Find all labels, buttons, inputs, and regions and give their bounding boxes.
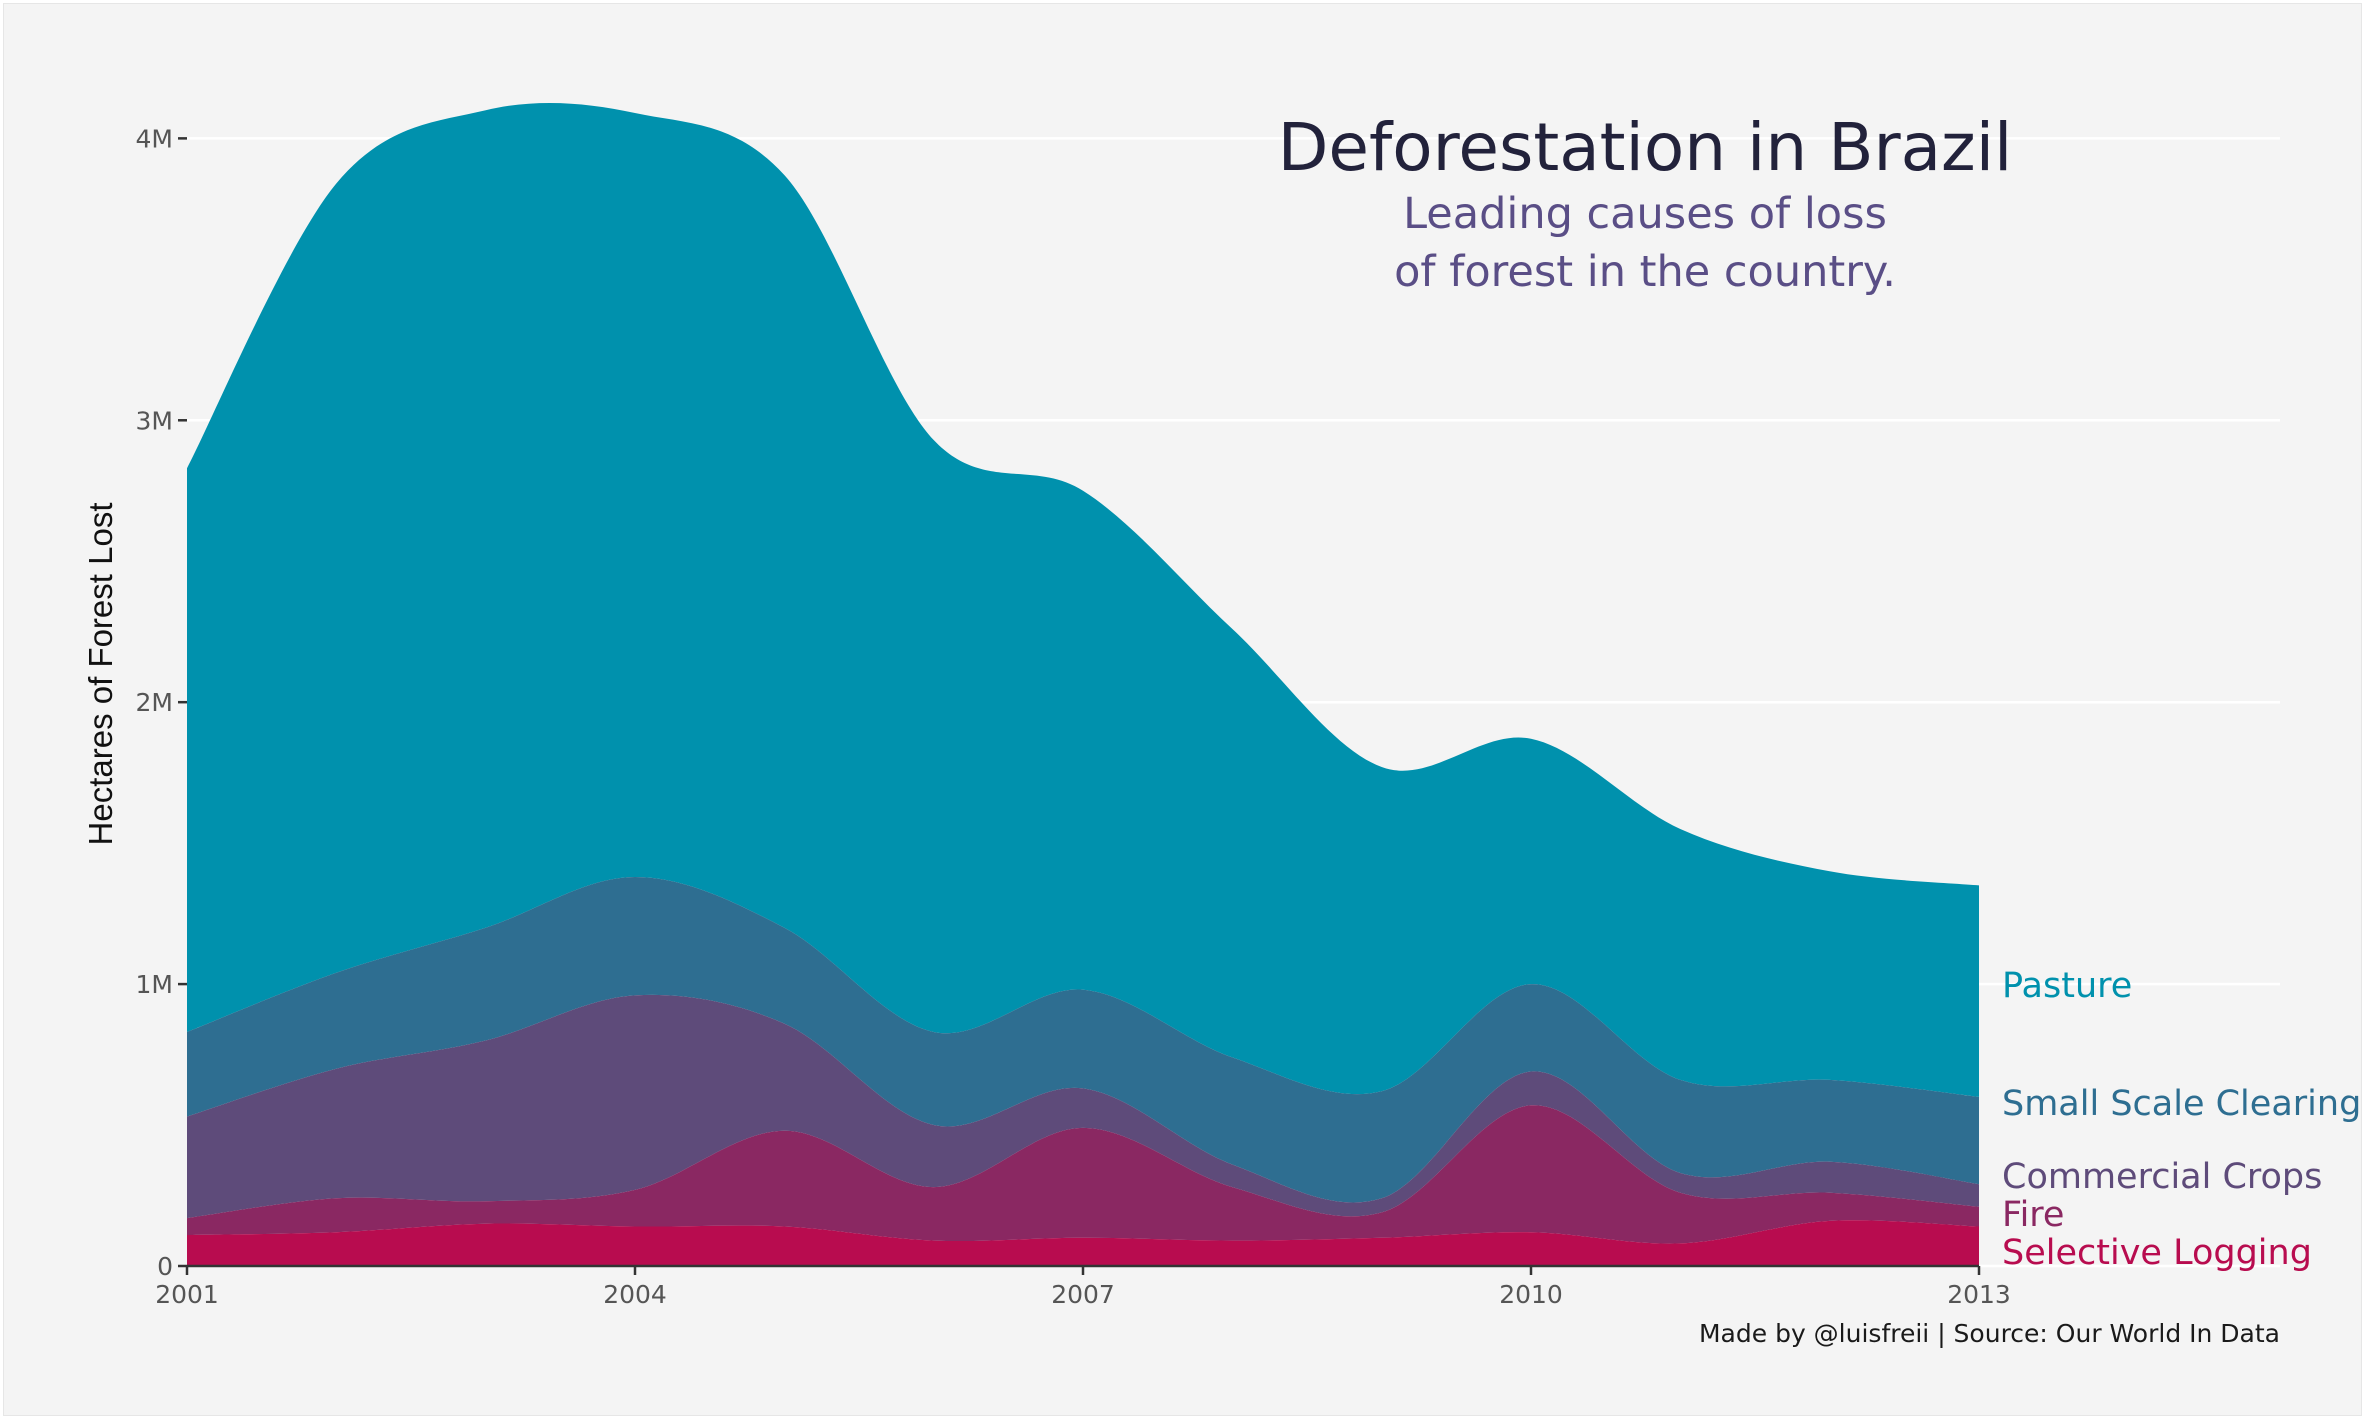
x-tick-label: 2007 <box>1051 1280 1115 1309</box>
stacked-area-chart: 0 1M 2M 3M 4M 2001 2004 2007 2010 2013 Hectares o… <box>82 102 2361 1348</box>
x-tick-label: 2001 <box>155 1280 219 1309</box>
chart-subtitle-line-1: Leading causes of loss <box>1403 189 1887 239</box>
area-commercial-crops <box>187 994 1979 1219</box>
series-label-small-scale-clearing: Small Scale Clearing <box>2002 1084 2361 1124</box>
axes: 0 1M 2M 3M 4M 2001 2004 2007 2010 2013 <box>136 124 2011 1309</box>
x-tick-label: 2004 <box>603 1280 667 1309</box>
series-label-commercial-crops: Commercial Crops <box>2002 1157 2322 1197</box>
y-axis-label: Hectares of Forest Lost <box>82 503 119 846</box>
y-tick-label: 3M <box>136 406 173 435</box>
area-selective-logging <box>187 1220 1979 1266</box>
y-tick-label: 4M <box>136 124 173 153</box>
area-pasture <box>187 102 1979 1097</box>
y-tick-label: 0 <box>157 1252 173 1281</box>
series-label-fire: Fire <box>2002 1195 2064 1235</box>
x-tick-label: 2013 <box>1947 1280 2011 1309</box>
area-series <box>187 102 1979 1266</box>
x-tick-label: 2010 <box>1499 1280 1563 1309</box>
y-tick-label: 2M <box>136 688 173 717</box>
series-label-selective-logging: Selective Logging <box>2002 1233 2312 1273</box>
series-label-pasture: Pasture <box>2002 966 2132 1006</box>
area-small-scale-clearing <box>187 877 1979 1203</box>
chart-title: Deforestation in Brazil <box>1278 109 2013 186</box>
chart-caption: Made by @luisfreii | Source: Our World I… <box>1699 1319 2280 1348</box>
chart-frame: 0 1M 2M 3M 4M 2001 2004 2007 2010 2013 Hectares o… <box>3 3 2362 1416</box>
chart-subtitle-line-2: of forest in the country. <box>1394 247 1896 297</box>
y-tick-label: 1M <box>136 970 173 999</box>
area-fire <box>187 1105 1979 1244</box>
